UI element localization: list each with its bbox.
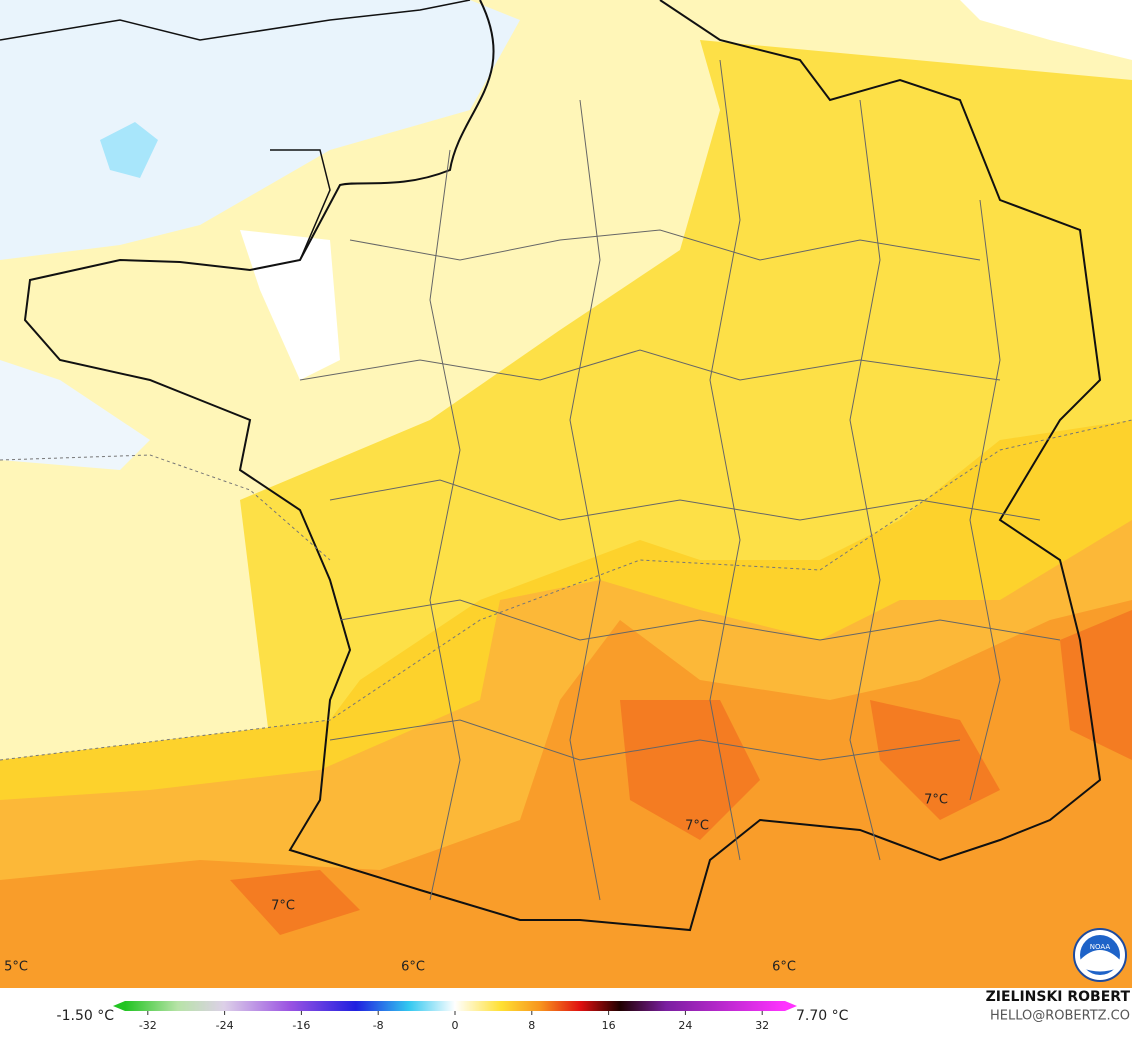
colorbar-tick-label: 0 (452, 1019, 459, 1032)
colorbar-tick-label: 16 (602, 1019, 616, 1032)
temperature-label: 7°C (685, 819, 709, 834)
temperature-labels: 7°C 7°C 7°C 5°C 6°C 6°C (4, 793, 948, 975)
colorbar: -1.50 °C 7.70 °C -32 -24 -16 -8 0 8 16 24 32 (57, 1001, 849, 1032)
map (0, 0, 1132, 988)
temperature-label: 6°C (401, 960, 425, 975)
colorbar-tick-label: 8 (528, 1019, 535, 1032)
temperature-label: 6°C (772, 960, 796, 975)
colorbar-tick-label: 24 (678, 1019, 692, 1032)
temperature-label: 7°C (271, 899, 295, 914)
colorbar-tick-label: -8 (373, 1019, 384, 1032)
colorbar-tick-label: 32 (755, 1019, 769, 1032)
noaa-logo: NOAA (1073, 928, 1127, 982)
logo-text: NOAA (1090, 943, 1111, 951)
colorbar-tick-label: -24 (216, 1019, 234, 1032)
legend-min: -1.50 °C (57, 1008, 115, 1024)
legend-max: 7.70 °C (796, 1008, 849, 1024)
temperature-label: 7°C (924, 793, 948, 808)
credit-name: ZIELINSKI ROBERT (986, 989, 1131, 1005)
colorbar-tick-label: -32 (139, 1019, 157, 1032)
colorbar-tick-label: -16 (292, 1019, 310, 1032)
credit-contact: HELLO@ROBERTZ.CO (990, 1009, 1130, 1024)
temperature-label: 5°C (4, 960, 28, 975)
